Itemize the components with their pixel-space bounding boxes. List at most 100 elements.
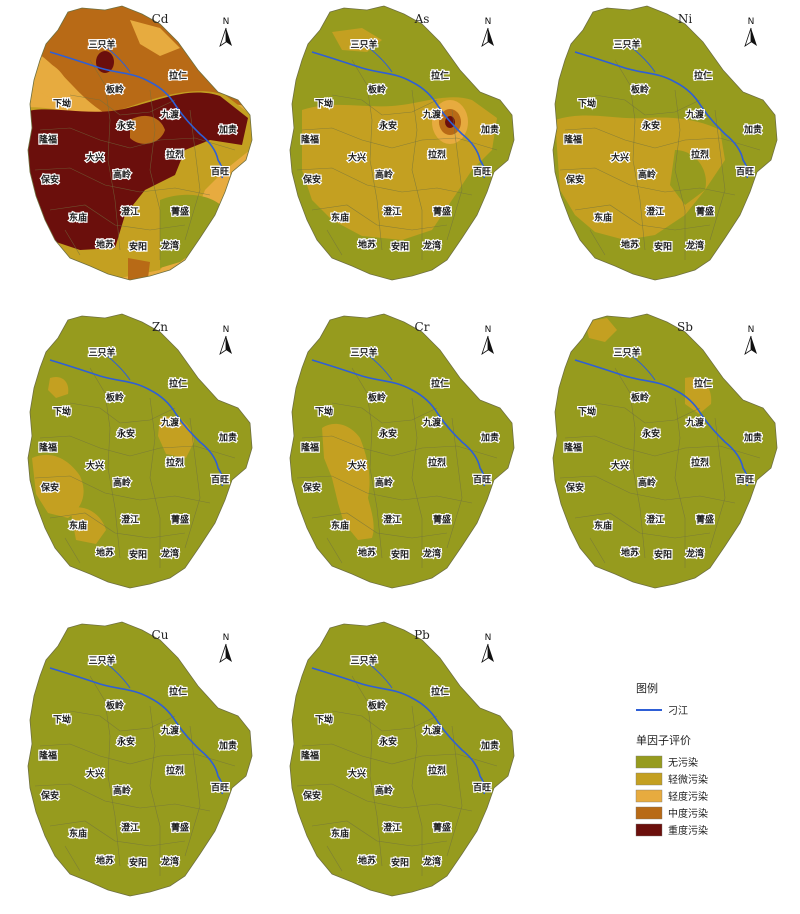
north-arrow-icon: N [219,17,232,47]
place-label-lalie: 拉烈 [428,149,446,161]
place-label-jiagui: 加贵 [480,432,499,444]
place-label-gaoling: 高岭 [375,169,393,181]
place-label-banling: 板岭 [368,700,386,712]
place-label-disu: 地苏 [621,239,639,251]
place-label-yongan: 永安 [116,736,135,748]
place-label-banling: 板岭 [631,392,649,404]
legend-label-heavy: 重度污染 [668,824,708,837]
place-label-baiwang: 百旺 [473,783,491,794]
place-label-jingsheng: 菁盛 [171,822,189,834]
place-label-anyang: 安阳 [391,549,409,561]
place-label-jiudu: 九渡 [422,725,442,737]
place-label-dongmiao: 东庙 [69,520,87,532]
place-label-longfu: 隆福 [39,442,57,454]
pollution-zone [670,150,706,205]
pollution-zone [130,115,165,144]
place-label-sanzhiyang: 三只羊 [350,347,377,359]
township-boundary [326,845,343,872]
place-label-jiudu: 九渡 [160,725,180,737]
north-arrow-icon: N [744,17,757,47]
place-label-anyang: 安阳 [129,241,147,253]
place-label-baoan: 保安 [40,790,59,802]
place-label-lalie: 拉烈 [691,457,709,469]
township-boundary [326,537,343,564]
place-label-daxing: 大兴 [86,152,104,164]
place-label-sanzhiyang: 三只羊 [350,655,377,667]
north-letter: N [485,325,492,335]
place-label-lalie: 拉烈 [166,457,184,469]
place-label-gaoling: 高岭 [113,785,131,797]
place-label-yongan: 永安 [116,428,135,440]
place-label-sanzhiyang: 三只羊 [613,39,640,51]
place-label-jingsheng: 菁盛 [433,514,451,526]
place-label-disu: 地苏 [358,239,376,251]
township-boundary [89,59,121,251]
place-label-chengjiang: 澄江 [383,514,401,526]
township-boundary [446,417,463,549]
place-label-daxing: 大兴 [611,460,629,472]
township-boundary [614,59,646,251]
township-boundary [89,675,121,867]
place-label-disu: 地苏 [96,547,114,559]
panel-title: Cu [152,628,169,642]
place-label-jingsheng: 菁盛 [433,206,451,218]
legend-swatch-none [635,755,663,769]
place-label-longwan: 龙湾 [160,240,179,252]
township-boundary [34,783,211,812]
place-label-jiagui: 加贵 [480,124,499,136]
north-letter: N [223,633,230,643]
township-boundary [311,820,448,847]
north-arrow-icon: N [481,633,494,663]
north-letter: N [223,17,230,27]
place-label-baiwang: 百旺 [211,783,229,794]
township-boundary [411,89,423,260]
north-arrow-icon: N [744,325,757,355]
place-label-sanzhiyang: 三只羊 [88,347,115,359]
legend-swatch-light [635,789,663,803]
north-letter: N [748,17,755,27]
place-label-anyang: 安阳 [391,241,409,253]
place-label-baoan: 保安 [565,174,584,186]
pollution-zone [585,318,617,342]
north-letter: N [748,325,755,335]
place-label-baiwang: 百旺 [473,167,491,178]
township-boundary [564,127,761,151]
place-label-jiagui: 加贵 [218,124,237,136]
place-label-longfu: 隆福 [564,134,582,146]
place-label-lalie: 拉烈 [428,765,446,777]
place-label-baoan: 保安 [565,482,584,494]
place-label-yongan: 永安 [641,428,660,440]
pollution-zone [70,507,106,544]
place-label-sanzhiyang: 三只羊 [88,39,115,51]
pollution-zone [685,377,712,414]
place-label-longwan: 龙湾 [422,856,441,868]
place-label-anyang: 安阳 [129,549,147,561]
river-diaojiang [49,51,224,179]
place-label-daxing: 大兴 [348,460,366,472]
place-label-baoan: 保安 [302,174,321,186]
place-label-longwan: 龙湾 [160,548,179,560]
river-diaojiang [311,51,486,179]
township-boundary [351,367,383,559]
place-label-xiaao: 下坳 [578,98,596,110]
panel-title: Cr [415,320,430,334]
township-boundary [49,512,186,539]
pollution-zone [50,19,112,57]
place-label-anyang: 安阳 [129,857,147,869]
pollution-zone [332,28,382,52]
township-boundary [564,435,761,459]
river-tributary [622,39,656,73]
place-label-anyang: 安阳 [654,241,672,253]
river-diaojiang [311,667,486,795]
place-label-jingsheng: 菁盛 [696,206,714,218]
place-label-jiagui: 加贵 [480,740,499,752]
place-label-daxing: 大兴 [611,152,629,164]
river-tributary [622,347,656,381]
place-label-yongan: 永安 [378,736,397,748]
panel-title: Sb [677,320,693,334]
river-diaojiang [49,667,224,795]
place-label-gaoling: 高岭 [113,169,131,181]
